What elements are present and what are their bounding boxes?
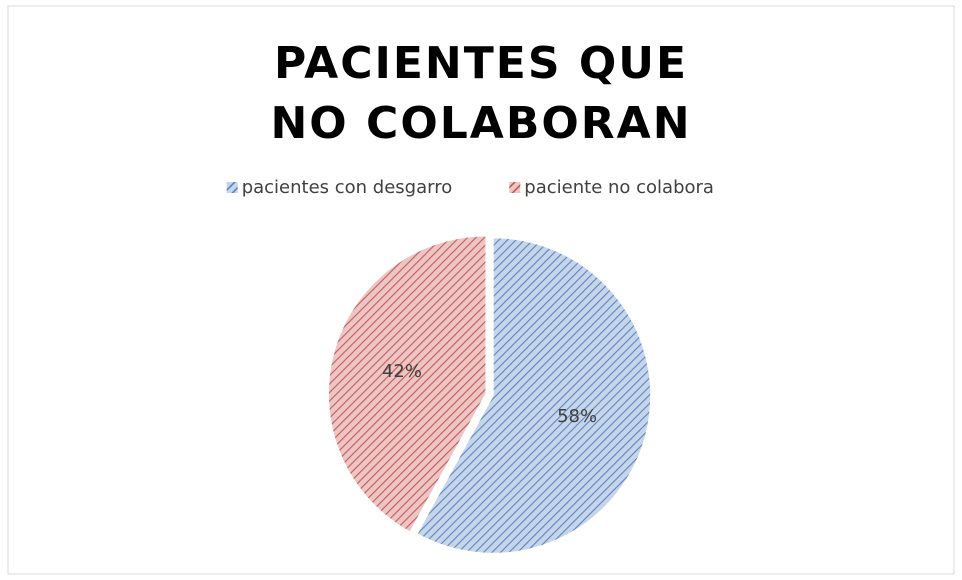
data-label: 42% xyxy=(382,361,422,382)
pie-slice xyxy=(415,236,652,555)
legend-swatch xyxy=(226,182,238,193)
legend-label: pacientes con desgarro xyxy=(242,177,453,198)
chart-title: PACIENTES QUE NO COLABORAN xyxy=(270,38,723,149)
legend-swatch xyxy=(509,182,521,193)
pie-slice xyxy=(327,235,487,534)
legend-label: paciente no colabora xyxy=(524,177,714,198)
data-label: 58% xyxy=(557,406,597,427)
chart-border xyxy=(7,5,955,575)
